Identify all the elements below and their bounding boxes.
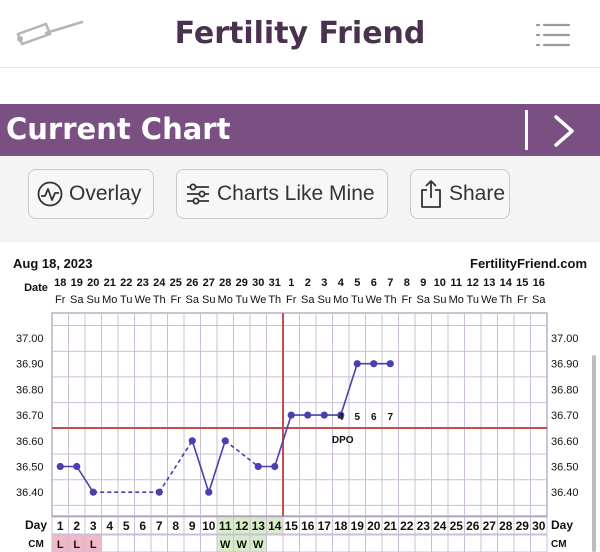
section-title: Current Chart — [6, 112, 231, 146]
top-app-bar: Fertility Friend — [0, 0, 600, 68]
share-icon — [421, 180, 441, 208]
share-label: Share — [449, 182, 506, 205]
chart-start-date: Aug 18, 2023 — [13, 256, 93, 271]
bbt-chart-panel — [10, 246, 600, 552]
thermometer-icon[interactable] — [12, 18, 86, 48]
chevron-right-icon[interactable] — [548, 114, 578, 148]
overlay-button[interactable]: Overlay — [28, 169, 154, 219]
current-chart-header: Current Chart — [0, 104, 600, 156]
pulse-chart-icon — [37, 181, 63, 207]
hamburger-menu-icon[interactable] — [535, 22, 571, 48]
header-divider — [525, 110, 528, 150]
chart-site-label: FertilityFriend.com — [470, 256, 588, 271]
overlay-label: Overlay — [69, 182, 142, 205]
share-button[interactable]: Share — [410, 169, 510, 219]
vertical-scrollbar[interactable] — [592, 355, 596, 552]
charts-like-mine-label: Charts Like Mine — [217, 182, 375, 205]
sliders-icon — [187, 183, 209, 205]
app-title: Fertility Friend — [174, 16, 426, 51]
charts-like-mine-button[interactable]: Charts Like Mine — [176, 169, 388, 219]
chart-toolbar: Overlay Charts Like Mine Share — [0, 156, 600, 242]
